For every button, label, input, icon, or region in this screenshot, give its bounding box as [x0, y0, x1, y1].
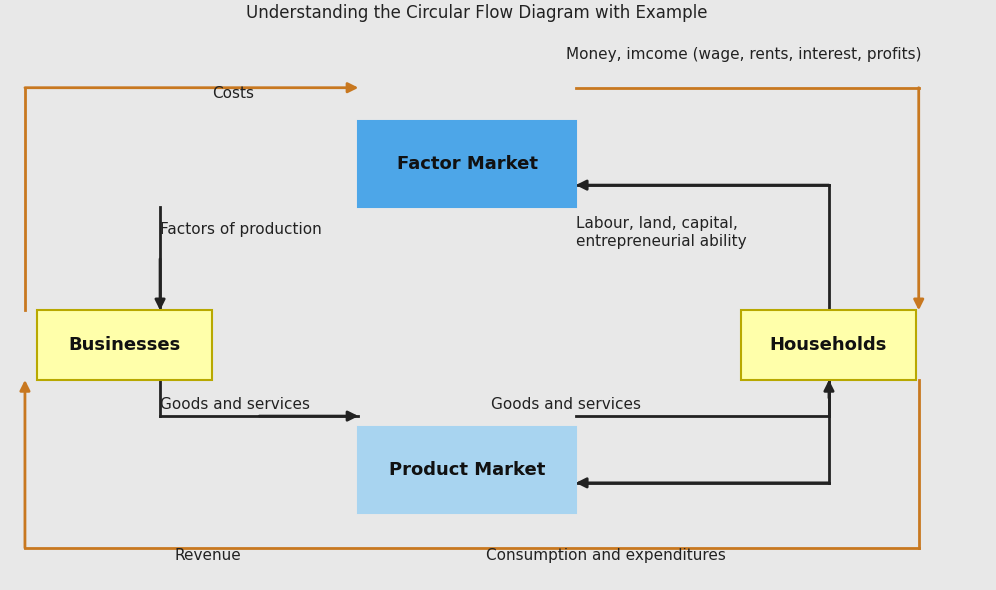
- FancyBboxPatch shape: [359, 121, 576, 207]
- Text: Costs: Costs: [212, 86, 254, 101]
- Title: Understanding the Circular Flow Diagram with Example: Understanding the Circular Flow Diagram …: [246, 4, 707, 22]
- FancyBboxPatch shape: [359, 427, 576, 513]
- Text: Revenue: Revenue: [174, 548, 241, 563]
- FancyBboxPatch shape: [37, 310, 212, 380]
- Text: Consumption and expenditures: Consumption and expenditures: [486, 548, 726, 563]
- Text: Money, imcome (wage, rents, interest, profits): Money, imcome (wage, rents, interest, pr…: [567, 47, 922, 62]
- Text: Labour, land, capital,
entrepreneurial ability: Labour, land, capital, entrepreneurial a…: [576, 216, 746, 248]
- Text: Factors of production: Factors of production: [160, 222, 322, 237]
- FancyBboxPatch shape: [741, 310, 916, 380]
- Text: Goods and services: Goods and services: [160, 398, 310, 412]
- Text: Goods and services: Goods and services: [491, 398, 640, 412]
- Text: Businesses: Businesses: [69, 336, 180, 354]
- Text: Product Market: Product Market: [388, 461, 545, 479]
- Text: Households: Households: [770, 336, 887, 354]
- Text: Factor Market: Factor Market: [396, 155, 538, 173]
